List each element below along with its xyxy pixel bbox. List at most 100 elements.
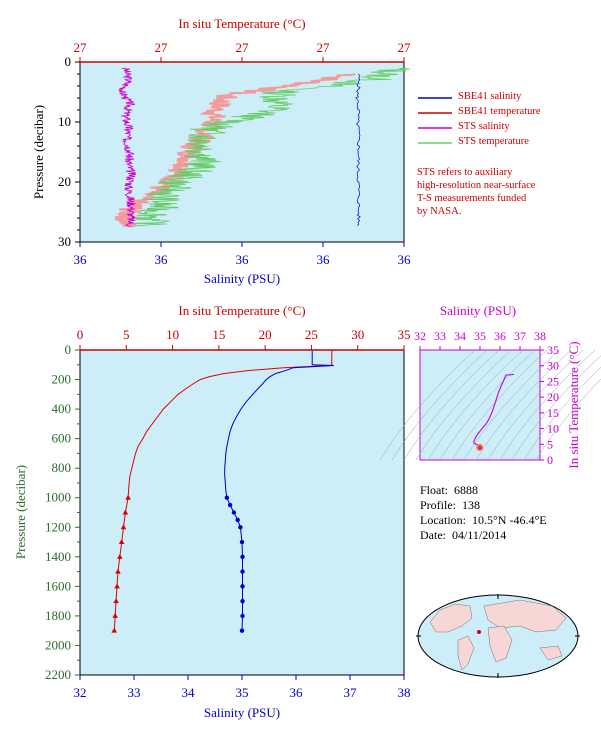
top-pressure-tick-label: 10: [58, 114, 71, 129]
ts-isopycnal: [487, 349, 584, 461]
main-pressure-tick-label: 0: [65, 342, 72, 357]
main-pressure-tick-label: 1600: [45, 578, 71, 593]
info-profile-label: Profile:: [420, 498, 456, 512]
sts-note: STS refers to auxiliary high-resolution …: [417, 166, 535, 218]
main-temp-tick-label: 10: [166, 327, 179, 342]
main-pressure-tick-label: 2200: [45, 667, 71, 682]
sts-note-line: high-resolution near-surface: [417, 180, 536, 191]
sts-note-line: T-S measurements funded: [417, 193, 527, 204]
main-salinity-point: [224, 495, 230, 500]
main-pressure-tick-label: 800: [52, 460, 72, 475]
main-temperature-point: [112, 612, 118, 618]
ts-isopycnal: [475, 349, 572, 461]
world-map: [416, 594, 580, 678]
main-temp-tick-label: 30: [351, 327, 364, 342]
top-sal-tick-label: 36: [155, 252, 169, 267]
main-sal-tick-label: 38: [398, 685, 411, 700]
main-pressure-tick-label: 2000: [45, 637, 71, 652]
top-pressure-tick-label: 0: [65, 54, 72, 69]
info-profile: Profile: 138: [420, 498, 480, 513]
main-temperature-point: [114, 583, 120, 589]
ts-isopycnal: [499, 349, 596, 461]
main-salinity-point: [231, 510, 237, 515]
main-pressure-tick-label: 1800: [45, 608, 71, 623]
main-temperature-point: [125, 494, 131, 500]
legend-sbe-temperature: SBE41 temperature: [458, 106, 541, 117]
info-date-label: Date:: [420, 528, 446, 542]
main-salinity-point: [227, 502, 233, 508]
ts-temp-tick-label: 10: [547, 422, 559, 436]
ts-temp-axis-label: In situ Temperature (°C): [566, 341, 581, 468]
top-temp-axis-label: In situ Temperature (°C): [178, 16, 305, 31]
main-pressure-tick-label: 1200: [45, 519, 71, 534]
main-salinity-point: [239, 628, 245, 633]
main-salinity-point: [235, 517, 240, 523]
top-sal-tick-label: 36: [236, 252, 250, 267]
main-sal-tick-label: 34: [182, 685, 196, 700]
main-temp-tick-label: 25: [305, 327, 318, 342]
main-temperature-point: [111, 627, 118, 633]
ts-isopycnal: [535, 378, 601, 461]
main-temp-tick-label: 5: [123, 327, 130, 342]
ts-deep-point-core: [478, 445, 482, 450]
ts-isopycnal: [415, 349, 512, 461]
main-salinity-point: [239, 539, 245, 545]
info-float-label: Float:: [420, 483, 449, 497]
main-pressure-tick-label: 400: [52, 401, 72, 416]
main-sal-tick-label: 37: [344, 685, 358, 700]
main-sal-tick-label: 33: [128, 685, 141, 700]
top-pressure-tick-label: 20: [58, 174, 71, 189]
main-pressure-axis-label: Pressure (decibar): [13, 465, 28, 559]
ts-temp-tick-label: 30: [547, 359, 559, 373]
main-pressure-tick-label: 1000: [45, 490, 71, 505]
info-date-value: 04/11/2014: [452, 528, 507, 542]
main-salinity-point: [240, 569, 245, 574]
main-salinity-point: [238, 525, 243, 530]
ts-isopycnal: [427, 349, 524, 461]
ts-sal-tick-label: 38: [534, 329, 546, 343]
main-temperature-point: [113, 598, 119, 604]
map-float-location-marker: [477, 630, 481, 634]
info-profile-value: 138: [462, 498, 480, 512]
sts-note-line: by NASA.: [417, 206, 462, 217]
main-salinity-point: [240, 554, 245, 560]
main-pressure-tick-label: 1400: [45, 549, 71, 564]
main-temp-tick-label: 20: [259, 327, 272, 342]
ts-isopycnal: [463, 349, 560, 461]
info-location-label: Location:: [420, 513, 466, 527]
ts-temp-tick-label: 35: [547, 343, 559, 357]
map-land-africa: [487, 625, 513, 663]
main-salinity-point: [240, 584, 245, 589]
ts-temp-tick-label: 0: [547, 453, 553, 467]
ts-isopycnal: [439, 349, 536, 461]
map-land-south-america: [457, 635, 475, 671]
info-location-value: 10.5°N -46.4°E: [471, 513, 547, 527]
map-land-north-america: [429, 603, 473, 633]
top-sbe-salinity-line: [355, 73, 361, 227]
top-pressure-axis-label: Pressure (decibar): [31, 105, 46, 199]
sts-note-line: STS refers to auxiliary: [417, 167, 513, 178]
top-sts-temperature-line: [128, 67, 411, 227]
info-location: Location: 10.5°N -46.4°E: [420, 513, 547, 528]
main-sal-tick-label: 36: [290, 685, 304, 700]
main-sal-tick-label: 35: [236, 685, 249, 700]
main-temperature-point: [117, 553, 123, 559]
top-sal-tick-label: 36: [74, 252, 88, 267]
ts-temp-tick-label: 15: [547, 406, 559, 420]
top-sal-tick-label: 36: [317, 252, 331, 267]
main-temperature-point: [122, 509, 129, 515]
top-chart: 27 27 27 27 27 36 36 36 36 36 0 10 20 30 In situ Te…: [31, 16, 411, 286]
info-float-value: 6888: [454, 483, 479, 497]
ts-sal-tick-label: 33: [434, 329, 446, 343]
main-temperature-point: [115, 568, 121, 574]
top-pressure-tick-label: 30: [58, 234, 71, 249]
legend-sts-salinity: STS salinity: [458, 121, 510, 132]
main-pressure-tick-label: 200: [52, 372, 72, 387]
ts-sal-tick-label: 36: [494, 329, 506, 343]
main-temperature-line: [113, 350, 333, 631]
top-temp-tick-label: 27: [236, 40, 250, 55]
top-sal-axis-label: Salinity (PSU): [204, 271, 280, 286]
ts-temp-tick-label: 5: [547, 437, 553, 451]
